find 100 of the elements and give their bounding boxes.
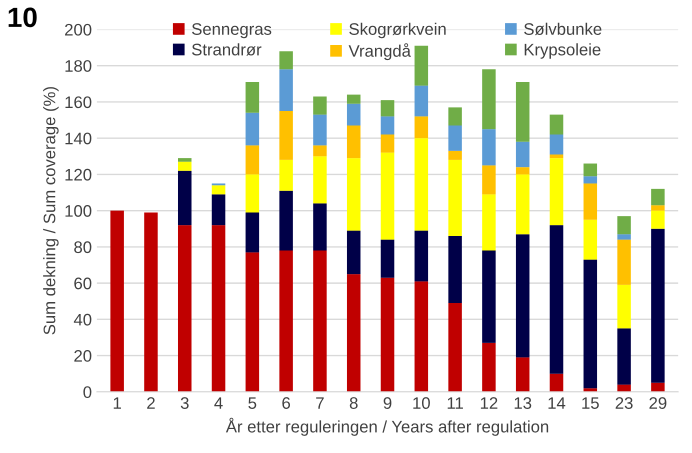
y-tick-label: 80 — [74, 241, 92, 254]
bar — [110, 210, 124, 392]
bar — [346, 125, 360, 158]
legend-label: Strandrør — [192, 43, 262, 56]
y-tick-label: 40 — [74, 314, 92, 326]
bar — [144, 212, 158, 392]
y-tick-label: 60 — [74, 278, 92, 290]
y-tick-label: 100 — [65, 205, 92, 217]
y-tick-label: 180 — [65, 60, 92, 72]
bar — [380, 116, 394, 135]
bar — [516, 357, 530, 392]
x-tick-label: 11 — [448, 397, 463, 409]
bar — [414, 86, 428, 116]
bar — [516, 167, 530, 174]
bar — [380, 240, 394, 278]
y-tick-label: 120 — [65, 168, 92, 181]
bar — [482, 69, 496, 130]
bar — [246, 174, 260, 212]
bar — [414, 46, 428, 86]
bar — [246, 252, 260, 392]
bar — [448, 150, 462, 160]
bar — [346, 94, 360, 104]
bar — [380, 278, 394, 392]
bar — [617, 284, 631, 328]
bar — [246, 145, 260, 174]
bar — [651, 382, 665, 392]
x-tick-label: 13 — [514, 397, 532, 409]
bar — [550, 134, 564, 154]
bar — [584, 388, 598, 392]
bar — [178, 170, 192, 226]
bar — [414, 281, 428, 392]
bar — [482, 129, 496, 166]
bar — [346, 158, 360, 231]
bar — [380, 152, 394, 240]
y-tick-label: 140 — [65, 132, 92, 144]
bar — [516, 82, 530, 142]
bar — [448, 107, 462, 126]
bar — [313, 114, 327, 146]
x-tick-label: 14 — [548, 397, 566, 409]
bar — [380, 100, 394, 116]
text: 10 — [8, 8, 37, 28]
bar — [550, 374, 564, 392]
bar — [346, 104, 360, 126]
y-axis-title: Sum dekning / Sum coverage (%) — [43, 87, 59, 334]
bar — [617, 384, 631, 392]
bar — [212, 185, 226, 194]
bar — [279, 160, 293, 191]
bar — [584, 183, 598, 220]
bar — [313, 145, 327, 156]
bar — [279, 110, 293, 160]
bar — [516, 234, 530, 358]
bar — [313, 250, 327, 392]
bar — [617, 234, 631, 240]
bar — [584, 176, 598, 184]
bar — [482, 194, 496, 251]
x-tick-label: 10 — [413, 397, 430, 409]
bar — [584, 260, 598, 388]
legend-label: Krypsoleie — [524, 43, 600, 59]
x-tick-label: 15 — [582, 397, 599, 409]
bar — [651, 205, 665, 211]
bar — [651, 228, 665, 383]
legend-label: Sennegras — [192, 23, 272, 38]
x-tick-label: 1 — [114, 397, 121, 409]
legend-label: Vrangdå — [348, 43, 411, 60]
y-tick-label: 0 — [83, 386, 92, 398]
bar — [346, 230, 360, 274]
x-tick-label: 23 — [616, 397, 633, 409]
x-tick-label: 6 — [282, 397, 290, 409]
x-tick-label: 3 — [180, 397, 189, 409]
x-tick-label: 2 — [147, 397, 155, 409]
bar — [313, 96, 327, 115]
bar — [550, 225, 564, 374]
bar — [178, 158, 192, 162]
bar — [516, 174, 530, 234]
bar — [212, 194, 226, 226]
bar — [279, 69, 293, 111]
bar — [246, 112, 260, 146]
bar — [178, 162, 192, 171]
x-tick-label: 9 — [384, 397, 392, 409]
y-tick-label: 160 — [65, 96, 92, 108]
bar — [448, 303, 462, 392]
bar — [617, 328, 631, 385]
bar — [482, 250, 496, 343]
bar — [617, 216, 631, 234]
bar — [448, 125, 462, 151]
legend-label: Sølvbunke — [524, 22, 602, 36]
x-tick-label: 5 — [248, 397, 256, 409]
y-tick-label: 20 — [74, 350, 92, 362]
bar — [178, 225, 192, 392]
legend-label: Skogrørkvein — [349, 22, 446, 38]
bar — [617, 240, 631, 285]
bar — [516, 142, 530, 168]
bar — [482, 165, 496, 194]
bar — [448, 236, 462, 304]
x-tick-label: 29 — [649, 397, 666, 409]
x-tick-label: 4 — [214, 397, 223, 409]
bar — [279, 250, 293, 392]
bar — [550, 114, 564, 135]
bar — [246, 212, 260, 252]
bar — [212, 225, 226, 392]
